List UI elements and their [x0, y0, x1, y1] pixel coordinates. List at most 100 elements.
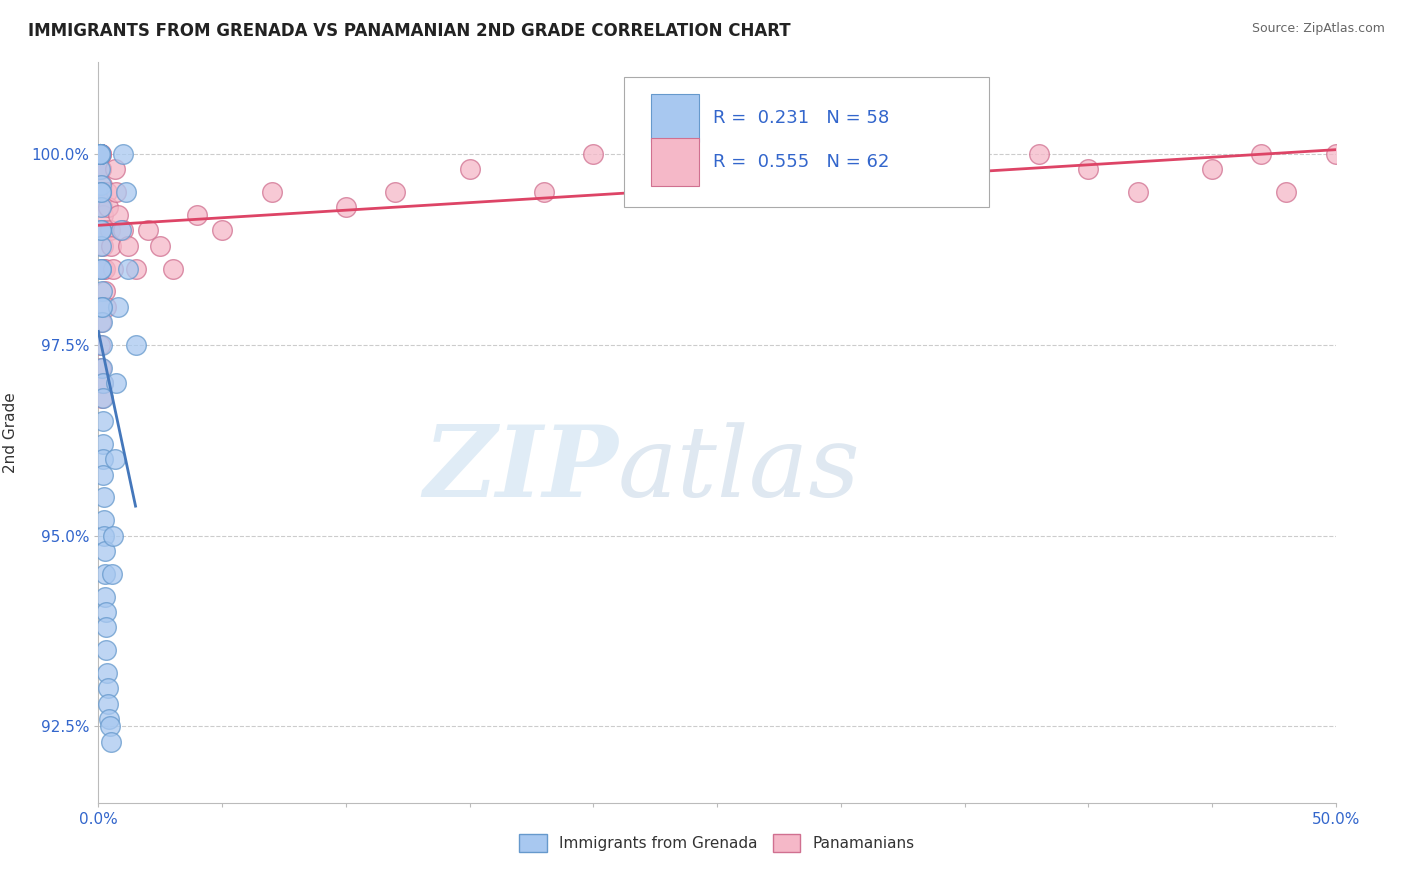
Point: [162, 261, 184, 276]
Point: [96, 666, 118, 681]
Point: [94, 620, 117, 634]
Point: [93, 529, 115, 543]
Point: [93, 208, 115, 222]
Point: [136, 223, 159, 237]
Text: ZIP: ZIP: [423, 421, 619, 518]
Point: [90, 223, 112, 237]
Bar: [651, 138, 699, 186]
Point: [124, 338, 146, 352]
Point: [114, 185, 136, 199]
Text: IMMIGRANTS FROM GRENADA VS PANAMANIAN 2ND GRADE CORRELATION CHART: IMMIGRANTS FROM GRENADA VS PANAMANIAN 2N…: [28, 22, 790, 40]
Point: [89, 338, 111, 352]
Point: [384, 185, 406, 199]
Point: [89, 147, 111, 161]
Point: [1201, 162, 1223, 177]
Point: [93, 491, 115, 505]
Point: [91, 300, 114, 314]
Point: [89, 147, 111, 161]
Point: [93, 452, 115, 467]
Point: [631, 162, 654, 177]
Point: [90, 360, 112, 375]
Point: [90, 185, 112, 199]
Point: [90, 178, 112, 192]
Point: [1126, 185, 1149, 199]
Point: [91, 376, 114, 390]
Point: [830, 147, 852, 161]
Point: [96, 185, 118, 199]
Point: [103, 162, 125, 177]
Point: [91, 185, 114, 199]
Text: atlas: atlas: [619, 422, 860, 517]
Point: [90, 162, 112, 177]
Point: [1324, 147, 1347, 161]
Point: [90, 185, 112, 199]
Point: [89, 147, 111, 161]
Point: [458, 162, 481, 177]
Point: [89, 147, 111, 161]
Point: [101, 566, 124, 581]
Point: [953, 147, 976, 161]
Point: [97, 681, 120, 696]
Point: [124, 261, 146, 276]
Point: [94, 300, 117, 314]
Point: [89, 147, 111, 161]
Point: [89, 147, 111, 161]
Point: [93, 261, 115, 276]
Point: [90, 162, 112, 177]
Point: [94, 590, 117, 604]
Point: [91, 376, 114, 390]
Point: [93, 467, 115, 482]
Point: [104, 185, 127, 199]
Point: [89, 147, 111, 161]
Point: [90, 201, 112, 215]
Point: [89, 147, 111, 161]
Point: [103, 261, 125, 276]
Point: [89, 147, 111, 161]
Point: [89, 147, 111, 161]
Point: [112, 223, 135, 237]
Point: [149, 238, 172, 252]
Point: [94, 285, 117, 299]
Point: [93, 566, 115, 581]
Point: [91, 414, 114, 428]
Point: [533, 185, 555, 199]
Point: [94, 605, 117, 619]
Point: [100, 238, 122, 252]
Point: [98, 719, 121, 733]
Point: [89, 147, 111, 161]
Point: [582, 147, 605, 161]
Point: [97, 697, 120, 711]
Point: [90, 300, 112, 314]
Point: [90, 178, 112, 192]
Point: [1028, 147, 1050, 161]
Point: [91, 315, 114, 329]
Point: [1275, 185, 1298, 199]
Point: [90, 223, 112, 237]
Point: [91, 223, 114, 237]
Point: [89, 162, 111, 177]
Point: [104, 376, 127, 390]
Point: [1250, 147, 1272, 161]
Point: [1077, 162, 1099, 177]
Point: [89, 147, 111, 161]
Y-axis label: 2nd Grade: 2nd Grade: [3, 392, 17, 473]
Point: [98, 223, 121, 237]
Point: [89, 147, 111, 161]
Point: [335, 201, 357, 215]
Point: [93, 223, 115, 237]
Point: [107, 300, 129, 314]
Point: [89, 147, 111, 161]
Point: [91, 338, 114, 352]
Point: [93, 261, 115, 276]
Point: [90, 261, 112, 276]
Point: [90, 238, 112, 252]
Point: [90, 315, 112, 329]
Text: R =  0.231   N = 58: R = 0.231 N = 58: [713, 109, 890, 127]
Point: [103, 452, 125, 467]
Point: [91, 201, 114, 215]
Point: [186, 208, 208, 222]
Bar: [651, 94, 699, 142]
Point: [117, 261, 139, 276]
Point: [107, 208, 129, 222]
Point: [89, 147, 111, 161]
